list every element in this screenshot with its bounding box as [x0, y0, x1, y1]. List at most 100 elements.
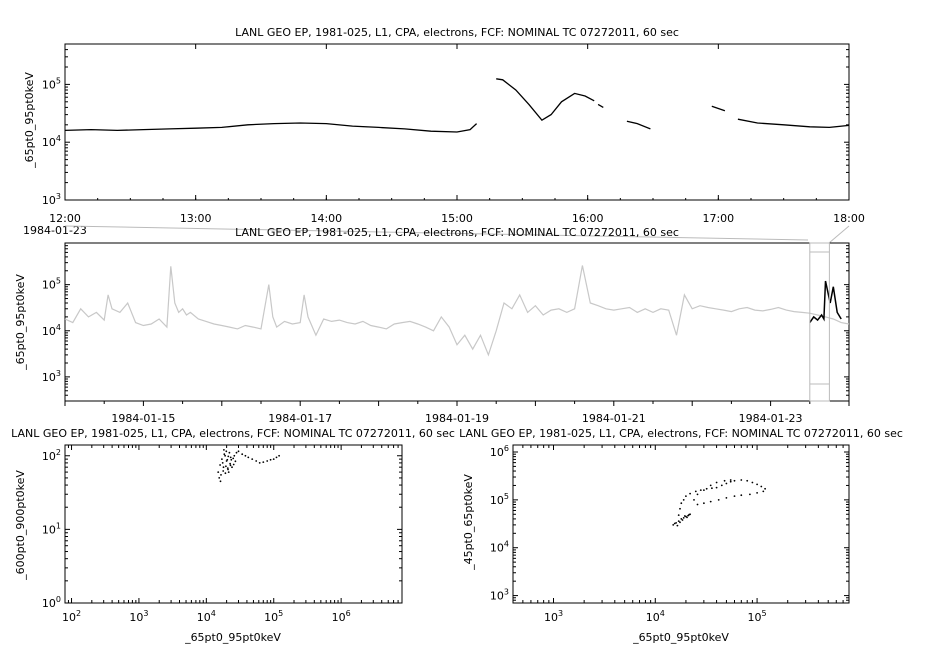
top-y-tick-label: 105 — [42, 76, 61, 91]
bottom-right-scatter-panel: LANL GEO EP, 1981-025, L1, CPA, electron… — [459, 427, 903, 644]
bottom-right-point — [688, 513, 690, 516]
top-x-tick-label: 13:00 — [180, 212, 212, 225]
zoom-connector-left-line — [64, 225, 809, 241]
bottom-right-panel-title: LANL GEO EP, 1981-025, L1, CPA, electron… — [459, 427, 903, 440]
top-x-tick-label: 14:00 — [310, 212, 342, 225]
bottom-left-point — [225, 465, 227, 468]
bottom-right-y-tick-label: 103 — [490, 588, 509, 603]
bottom-left-y-tick-label: 101 — [42, 521, 61, 536]
bottom-left-point — [247, 456, 250, 459]
middle-x-tick-label: 1984-01-21 — [582, 412, 646, 425]
bottom-right-point — [672, 524, 675, 526]
bottom-right-point — [677, 520, 680, 522]
middle-series-line — [809, 280, 842, 324]
top-y-tick-label: 104 — [42, 134, 61, 149]
bottom-left-x-tick-label: 103 — [129, 609, 148, 624]
bottom-right-point — [762, 490, 765, 493]
bottom-right-point — [711, 487, 713, 490]
top-date-label: 1984-01-23 — [23, 224, 87, 237]
top-x-tick-label: 17:00 — [702, 212, 734, 225]
bottom-right-y-axis-label: _45pt0_65pt0keV — [462, 474, 475, 571]
middle-y-tick-label: 104 — [42, 323, 61, 338]
bottom-left-point — [251, 458, 254, 460]
bottom-left-point — [262, 461, 265, 463]
top-series-line — [626, 120, 651, 130]
bottom-left-point — [220, 474, 222, 476]
bottom-right-point — [751, 481, 754, 484]
bottom-left-point — [241, 453, 244, 456]
middle-line-panel: LANL GEO EP, 1981-025, L1, CPA, electron… — [14, 226, 850, 425]
bottom-right-point — [693, 499, 695, 501]
middle-x-tick-label: 1984-01-19 — [425, 412, 489, 425]
middle-y-ticks: 103 104 105 — [42, 242, 849, 402]
bottom-left-points — [217, 449, 280, 483]
middle-x-tick-label: 1984-01-23 — [739, 412, 803, 425]
middle-x-tick-label: 1984-01-15 — [111, 412, 175, 425]
middle-zoom-window — [809, 242, 830, 402]
bottom-right-y-tick-label: 106 — [490, 444, 509, 459]
bottom-left-x-tick-label: 106 — [332, 609, 351, 624]
bottom-left-point — [221, 458, 223, 460]
top-x-tick-label: 18:00 — [833, 212, 865, 225]
bottom-left-point — [223, 453, 226, 456]
bottom-left-plot-frame — [64, 444, 403, 604]
bottom-right-point — [679, 507, 681, 510]
top-line-panel: LANL GEO EP, 1981-025, L1, CPA, electron… — [23, 26, 865, 237]
bottom-right-point — [685, 495, 687, 497]
bottom-right-x-tick-label: 104 — [646, 609, 665, 624]
middle-y-tick-label: 105 — [42, 277, 61, 292]
bottom-right-point — [715, 486, 718, 489]
top-series-line — [597, 103, 604, 108]
middle-y-axis-label: _65pt0_95pt0keV — [14, 274, 27, 371]
bottom-left-x-ticks: 102 103 104 105 106 — [62, 445, 403, 624]
bottom-left-x-tick-label: 105 — [264, 609, 283, 624]
bottom-right-x-tick-label: 103 — [544, 609, 563, 624]
top-x-tick-label: 15:00 — [441, 212, 473, 225]
middle-plot-frame — [64, 242, 850, 402]
bottom-right-point — [676, 524, 679, 527]
bottom-right-point — [696, 493, 699, 496]
bottom-right-point — [749, 493, 751, 496]
top-x-tick-label: 16:00 — [572, 212, 604, 225]
bottom-right-point — [717, 499, 720, 501]
bottom-left-point — [227, 468, 229, 471]
bottom-left-point — [232, 463, 235, 466]
bottom-right-point — [686, 516, 688, 519]
top-panel-title: LANL GEO EP, 1981-025, L1, CPA, electron… — [235, 26, 679, 39]
bottom-right-points — [672, 479, 766, 527]
top-y-axis-label: _65pt0_95pt0keV — [23, 72, 36, 169]
middle-panel-title: LANL GEO EP, 1981-025, L1, CPA, electron… — [235, 226, 679, 239]
bottom-right-point — [680, 502, 683, 505]
bottom-left-point — [230, 458, 233, 461]
bottom-right-point — [682, 517, 685, 519]
bottom-right-point — [703, 489, 705, 491]
middle-zoom-window-frame — [809, 242, 830, 402]
bottom-left-point — [237, 450, 240, 453]
bottom-left-point — [269, 458, 272, 461]
bottom-right-point — [679, 521, 681, 524]
bottom-left-point — [219, 480, 222, 483]
bottom-left-point — [258, 462, 261, 464]
bottom-left-point — [222, 466, 225, 469]
bottom-left-y-ticks: 100 101 102 — [42, 448, 402, 610]
bottom-right-point — [725, 482, 728, 485]
bottom-right-y-ticks: 103 104 105 106 — [490, 444, 849, 604]
bottom-right-point — [680, 518, 683, 520]
bottom-right-point — [733, 495, 736, 497]
top-x-tick-label: 12:00 — [49, 212, 81, 225]
bottom-right-point — [689, 492, 691, 495]
bottom-right-point — [682, 499, 685, 501]
bottom-left-point — [255, 460, 258, 462]
bottom-left-point — [272, 458, 275, 460]
bottom-left-point — [244, 454, 247, 457]
top-series-line — [711, 105, 726, 112]
bottom-right-point — [699, 489, 702, 491]
bottom-right-point — [760, 485, 763, 488]
top-y-tick-label: 103 — [42, 192, 61, 207]
bottom-right-y-tick-label: 105 — [490, 492, 509, 507]
bottom-right-point — [677, 514, 680, 516]
middle-series-line — [64, 265, 850, 357]
bottom-left-y-tick-label: 100 — [42, 595, 61, 610]
top-series-line — [737, 118, 850, 129]
